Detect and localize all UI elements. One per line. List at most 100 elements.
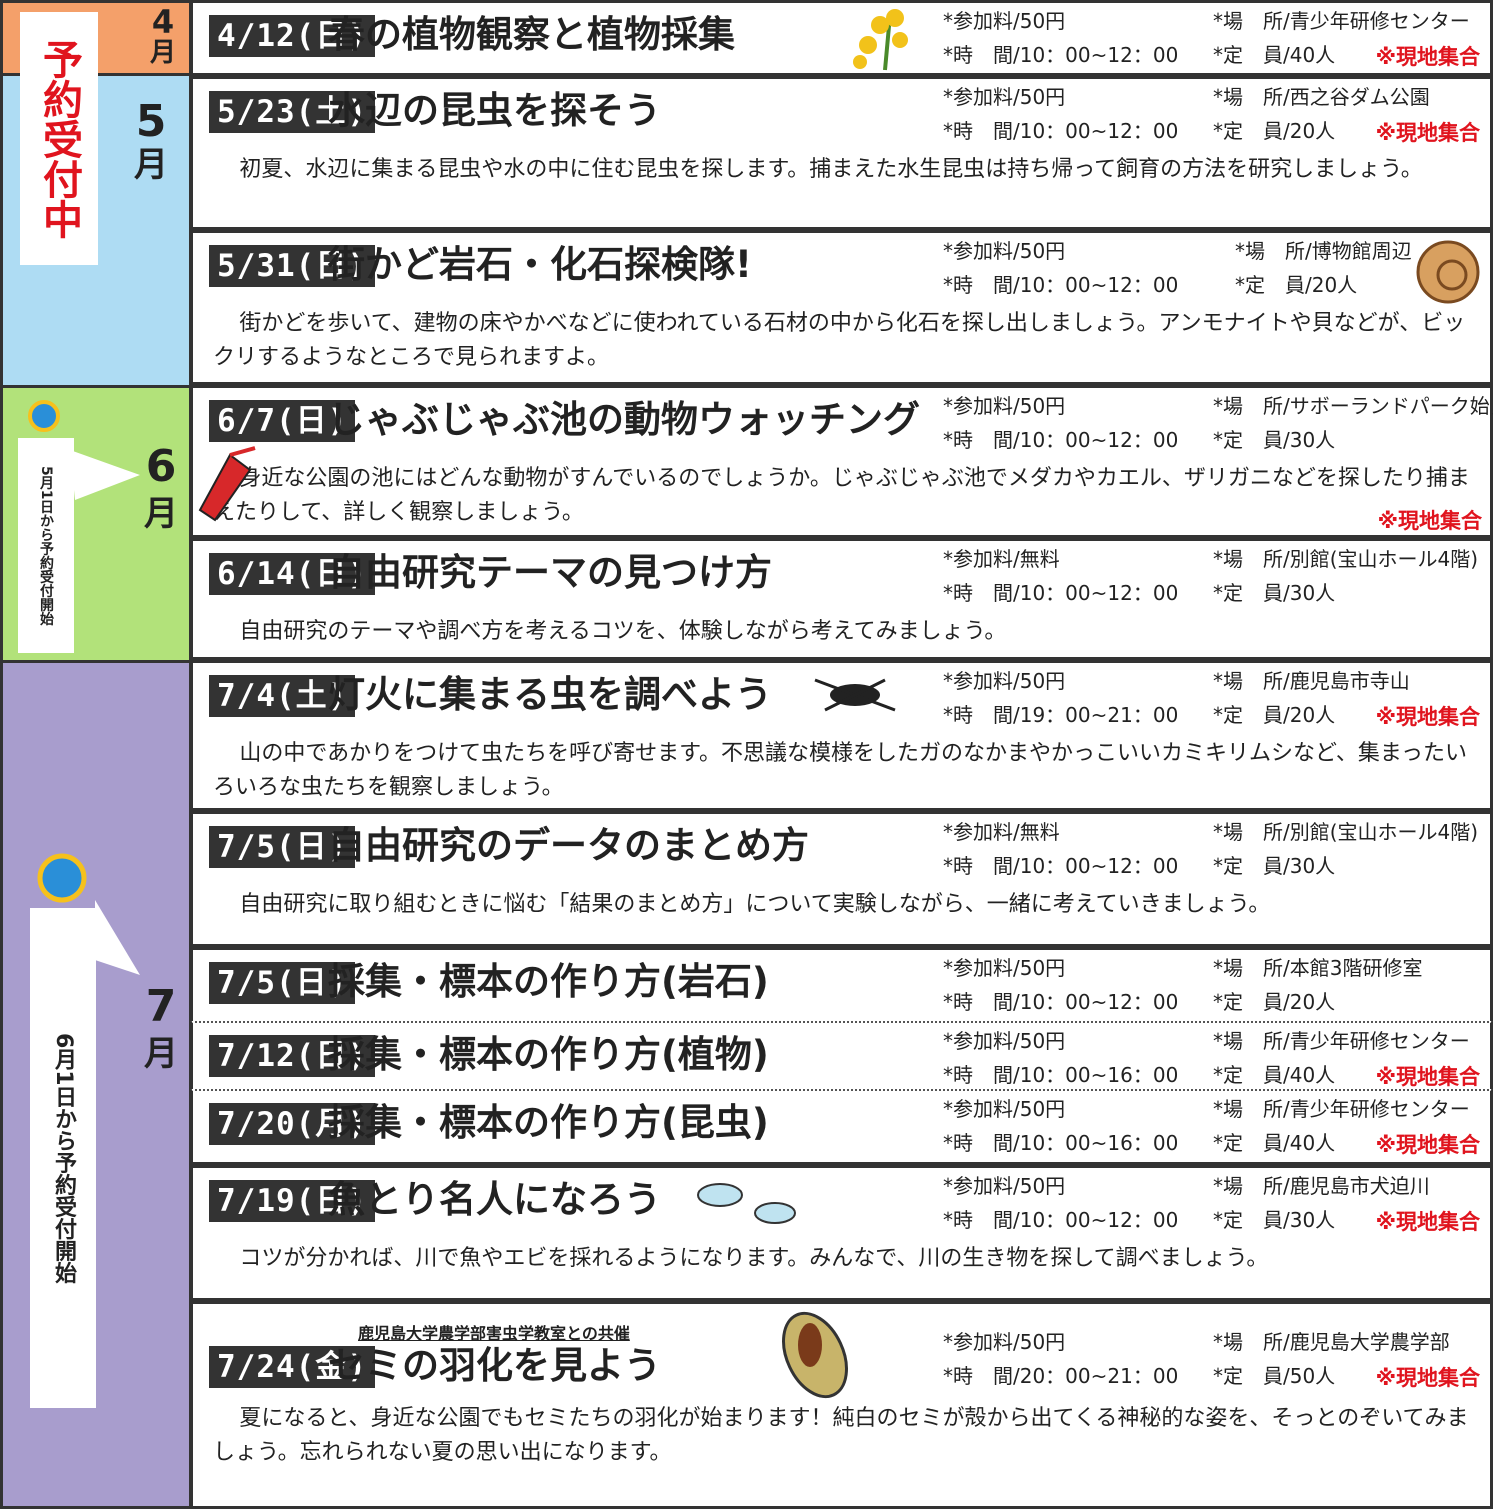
- event: 6/7(日) じゃぶじゃぶ池の動物ウォッチング *参加料/50円 *時 間/10：00…: [190, 385, 1493, 538]
- event-place: *場 所/別館(宝山ホール4階): [1213, 547, 1479, 571]
- event-capacity: *定 員/40人: [1213, 43, 1336, 67]
- event-title: 水辺の昆虫を探そう: [328, 89, 661, 132]
- event-time: *時 間/10：00~12：00: [943, 273, 1179, 297]
- event-description: 自由研究に取り組むときに悩む「結果のまとめ方」について実験しながら、一緒に考えて…: [239, 892, 1271, 917]
- month-section: [0, 660, 192, 1509]
- event-title: じゃぶじゃぶ池の動物ウォッチング: [328, 398, 920, 441]
- event-place: *場 所/鹿児島大学農学部: [1213, 1330, 1450, 1354]
- event-time: *時 間/10：00~16：00: [943, 1131, 1179, 1155]
- status-label: 予約受付中: [20, 12, 98, 265]
- event: 7/12(日) 採集・標本の作り方(植物) *参加料/50円 *時 間/10：00~1…: [190, 1021, 1493, 1092]
- event-title: 採集・標本の作り方(岩石): [328, 960, 769, 1003]
- event-time: *時 間/19：00~21：00: [943, 703, 1179, 727]
- month-number: 4: [151, 3, 175, 41]
- event-place: *場 所/本館3階研修室: [1213, 956, 1423, 980]
- event-fee: *参加料/無料: [943, 820, 1060, 844]
- event-date: 6/7(日): [209, 400, 356, 442]
- event: 4/12(日) 春の植物観察と植物採集 *参加料/50円 *時 間/10：00~12：…: [190, 0, 1493, 76]
- event-date: 7/5(日): [209, 826, 356, 868]
- event-capacity: *定 員/30人: [1213, 428, 1336, 452]
- event-capacity: *定 員/20人: [1213, 703, 1336, 727]
- event-title: セミの羽化を見よう: [328, 1344, 661, 1387]
- event-capacity: *定 員/50人: [1213, 1364, 1336, 1388]
- event: 7/5(日) 自由研究のデータのまとめ方 *参加料/無料 *時 間/10：00~12：…: [190, 811, 1493, 947]
- event-meeting: ※現地集合: [1375, 1133, 1480, 1157]
- event-title: 魚とり名人になろう: [328, 1178, 661, 1221]
- event-time: *時 間/10：00~12：00: [943, 854, 1179, 878]
- event-fee: *参加料/50円: [943, 394, 1066, 418]
- month-unit: 月: [144, 494, 178, 534]
- event-date: 5/23(土): [209, 91, 375, 133]
- event-sponsor: 鹿児島大学農学部害虫学教室との共催: [358, 1324, 630, 1343]
- event-description: 街かどを歩いて、建物の床やかべなどに使われている石材の中から化石を探し出しましょ…: [213, 311, 1466, 370]
- event-place: *場 所/西之谷ダム公園: [1213, 85, 1430, 109]
- event-capacity: *定 員/40人: [1213, 1131, 1336, 1155]
- event-date: 7/12(日): [209, 1035, 375, 1077]
- event-title: 街かど岩石・化石探検隊!: [328, 243, 752, 286]
- event-date: 7/4(土): [209, 675, 356, 717]
- event-time: *時 間/10：00~12：00: [943, 43, 1179, 67]
- event-fee: *参加料/50円: [943, 1097, 1066, 1121]
- event-date: 7/20(月): [209, 1103, 375, 1145]
- event-fee: *参加料/50円: [943, 9, 1066, 33]
- month-number: 6: [145, 441, 177, 492]
- month-number: 7: [145, 981, 177, 1032]
- event-place: *場 所/青少年研修センター: [1213, 1029, 1470, 1053]
- event-meeting: ※現地集合: [1377, 509, 1482, 533]
- event: 5/23(土) 水辺の昆虫を探そう *参加料/50円 *時 間/10：00~12：00…: [190, 76, 1493, 230]
- event-description: 身近な公園の池にはどんな動物がすんでいるのでしょうか。じゃぶじゃぶ池でメダカやカ…: [213, 466, 1470, 525]
- event-capacity: *定 員/20人: [1213, 119, 1336, 143]
- event-place: *場 所/サボーランドパーク始良: [1213, 394, 1493, 418]
- month-unit: 月: [149, 38, 176, 68]
- event-meeting: ※現地集合: [1375, 1065, 1480, 1089]
- event-time: *時 間/20：00~21：00: [943, 1364, 1179, 1388]
- event-fee: *参加料/50円: [943, 669, 1066, 693]
- month-unit: 月: [134, 145, 168, 185]
- event-description: コツが分かれば、川で魚やエビを採れるようになります。みんなで、川の生き物を探して…: [239, 1246, 1269, 1271]
- event-meeting: ※現地集合: [1375, 705, 1480, 729]
- event-date: 5/31(日): [209, 245, 375, 287]
- event-meeting: ※現地集合: [1375, 121, 1480, 145]
- event: 7/19(日) 魚とり名人になろう *参加料/50円 *時 間/10：00~12：00…: [190, 1165, 1493, 1301]
- event-meeting: ※現地集合: [1375, 45, 1480, 69]
- event: 7/24(金) セミの羽化を見よう 鹿児島大学農学部害虫学教室との共催 *参加料/50…: [190, 1301, 1493, 1509]
- month-number: 5: [135, 96, 167, 147]
- event-time: *時 間/10：00~12：00: [943, 581, 1179, 605]
- reservation-note: 6月1日から予約受付開始: [30, 908, 96, 1408]
- event-fee: *参加料/50円: [943, 85, 1066, 109]
- event: 7/5(日) 採集・標本の作り方(岩石) *参加料/50円 *時 間/10：00~12…: [190, 947, 1493, 1024]
- event-title: 春の植物観察と植物採集: [328, 13, 735, 56]
- event-title: 自由研究テーマの見つけ方: [328, 551, 772, 594]
- event-fee: *参加料/50円: [943, 239, 1066, 263]
- event-description: 自由研究のテーマや調べ方を考えるコツを、体験しながら考えてみましょう。: [239, 619, 1007, 644]
- event: 6/14(日) 自由研究テーマの見つけ方 *参加料/無料 *時 間/10：00~12：…: [190, 538, 1493, 660]
- event-capacity: *定 員/30人: [1213, 854, 1336, 878]
- event-place: *場 所/鹿児島市犬迫川: [1213, 1174, 1430, 1198]
- event-time: *時 間/10：00~12：00: [943, 1208, 1179, 1232]
- event-date: 6/14(日): [209, 553, 375, 595]
- event: 5/31(日) 街かど岩石・化石探検隊! *参加料/50円 *時 間/10：00~12…: [190, 230, 1493, 385]
- month-unit: 月: [144, 1034, 178, 1074]
- event-date: 7/19(日): [209, 1180, 375, 1222]
- reservation-note: 5月1日から予約受付開始: [18, 438, 74, 653]
- event-fee: *参加料/50円: [943, 956, 1066, 980]
- event-fee: *参加料/50円: [943, 1029, 1066, 1053]
- event-time: *時 間/10：00~12：00: [943, 428, 1179, 452]
- event-title: 自由研究のデータのまとめ方: [328, 824, 809, 867]
- event-place: *場 所/鹿児島市寺山: [1213, 669, 1410, 693]
- event-title: 採集・標本の作り方(昆虫): [328, 1101, 769, 1144]
- event-description: 夏になると、身近な公園でもセミたちの羽化が始まります！純白のセミが殻から出てくる…: [213, 1406, 1469, 1465]
- event-capacity: *定 員/20人: [1235, 273, 1358, 297]
- event-capacity: *定 員/20人: [1213, 990, 1336, 1014]
- event-time: *時 間/10：00~16：00: [943, 1063, 1179, 1087]
- event-place: *場 所/博物館周辺: [1235, 239, 1412, 263]
- event-meeting: ※現地集合: [1375, 1366, 1480, 1390]
- event-fee: *参加料/無料: [943, 547, 1060, 571]
- event: 7/4(土) 灯火に集まる虫を調べよう *参加料/50円 *時 間/19：00~21：…: [190, 660, 1493, 811]
- event-time: *時 間/10：00~12：00: [943, 119, 1179, 143]
- event-fee: *参加料/50円: [943, 1174, 1066, 1198]
- event-date: 7/24(金): [209, 1346, 375, 1388]
- event-place: *場 所/青少年研修センター: [1213, 9, 1470, 33]
